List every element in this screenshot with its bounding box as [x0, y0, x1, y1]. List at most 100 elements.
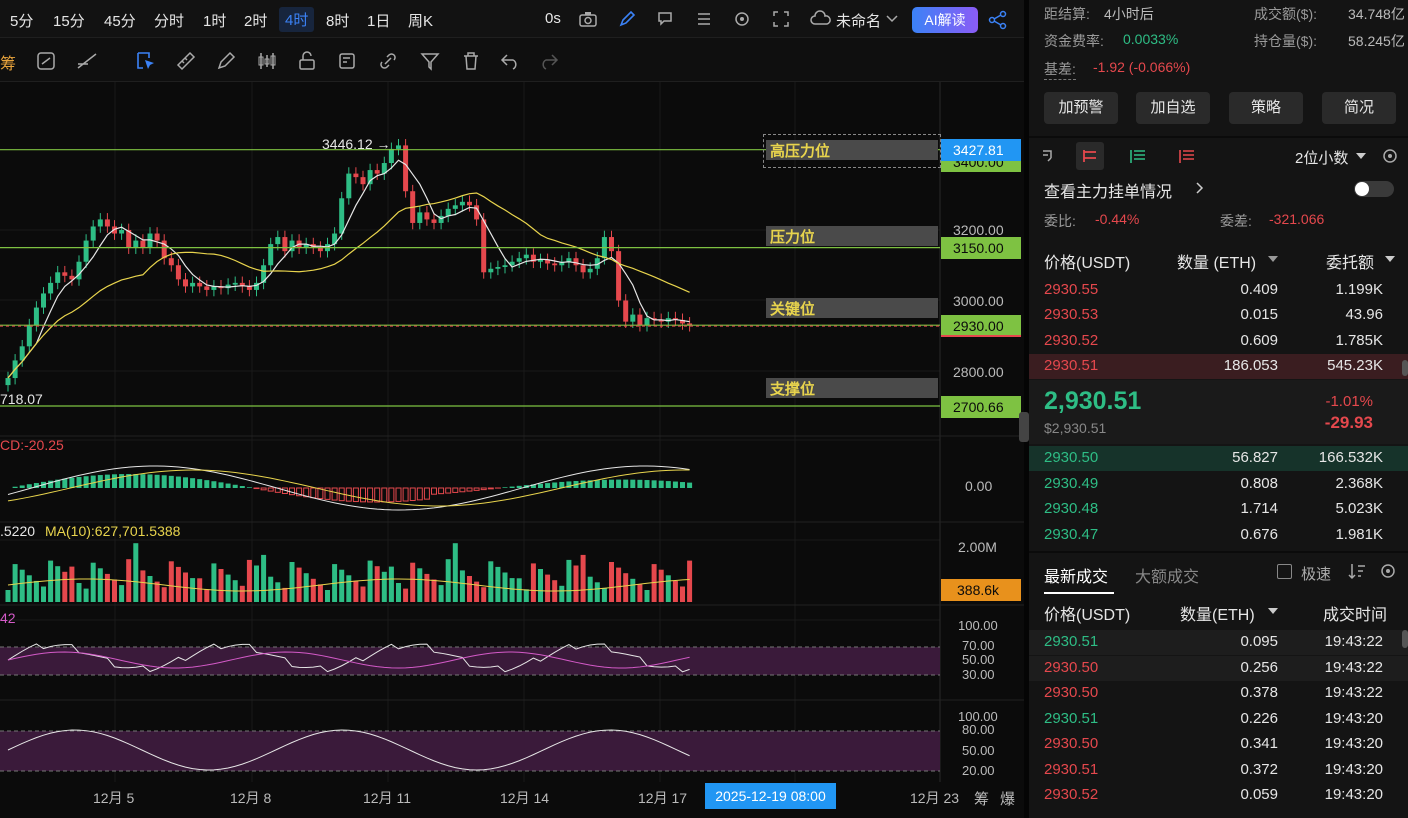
- link-icon[interactable]: [377, 50, 399, 72]
- fast-checkbox[interactable]: [1277, 564, 1292, 579]
- brush-icon[interactable]: [215, 50, 237, 72]
- candle-body: [175, 265, 181, 280]
- book-bids-icon[interactable]: [1128, 146, 1148, 166]
- chevron-down-icon[interactable]: [886, 14, 898, 24]
- panel-divider[interactable]: [1024, 0, 1029, 818]
- book-both-icon[interactable]: [1039, 146, 1059, 166]
- bid-row[interactable]: 2930.48 1.714 5.023K: [1029, 497, 1408, 522]
- volume-bar: [665, 575, 671, 602]
- chip-toggle[interactable]: 筹: [974, 791, 990, 808]
- separator: [1029, 551, 1408, 553]
- macd-bar: [204, 480, 210, 488]
- high-pressure-zone[interactable]: [763, 134, 941, 168]
- high-pressure-label[interactable]: 高压力位: [766, 140, 938, 160]
- book-default-button[interactable]: [1076, 142, 1104, 170]
- sort-icon[interactable]: [1348, 562, 1366, 580]
- add-watchlist-button[interactable]: 加自选: [1136, 92, 1210, 124]
- settings-icon[interactable]: [733, 10, 751, 28]
- tf-4h[interactable]: 4时: [279, 7, 315, 32]
- candle-body: [19, 346, 25, 361]
- comment-icon[interactable]: [656, 10, 674, 28]
- macd-bar: [658, 480, 664, 488]
- col-total-header[interactable]: 委托额: [1326, 255, 1375, 272]
- tf-timeline[interactable]: 分时: [154, 13, 185, 30]
- share-icon[interactable]: [988, 10, 1008, 30]
- overview-button[interactable]: 简况: [1322, 92, 1396, 124]
- trades-scrollbar[interactable]: [1402, 630, 1408, 648]
- book-scrollbar[interactable]: [1402, 360, 1408, 376]
- basis-label[interactable]: 基差:: [1044, 59, 1076, 80]
- undo-icon[interactable]: [499, 50, 521, 72]
- fullscreen-icon[interactable]: [772, 10, 790, 28]
- ask-row[interactable]: 2930.53 0.015 43.96: [1029, 303, 1408, 328]
- candle-body: [417, 212, 423, 223]
- main-orders-link[interactable]: 查看主力挂单情况: [1044, 184, 1173, 201]
- list-icon[interactable]: [695, 10, 713, 28]
- layout-name[interactable]: 未命名: [836, 13, 882, 30]
- cursor-select-icon[interactable]: [135, 50, 157, 72]
- kdj-panel: [0, 729, 940, 772]
- ask-row[interactable]: 2930.55 0.409 1.199K: [1029, 278, 1408, 303]
- chip-label[interactable]: 筹: [0, 56, 17, 73]
- liquidation-toggle[interactable]: 爆: [1000, 791, 1016, 808]
- lock-icon[interactable]: [296, 50, 318, 72]
- chevron-right-icon[interactable]: [1195, 181, 1205, 195]
- tab-large-trades[interactable]: 大额成交: [1135, 569, 1200, 586]
- redo-icon[interactable]: [538, 50, 560, 72]
- tf-1d[interactable]: 1日: [367, 13, 391, 30]
- magnet-icon[interactable]: [35, 50, 57, 72]
- macd-bar: [90, 475, 96, 488]
- caret-down-icon[interactable]: [1385, 256, 1395, 264]
- key-level-label[interactable]: 关键位: [766, 298, 938, 318]
- candle-body: [424, 212, 430, 220]
- volume-bar: [360, 586, 366, 602]
- tf-5m[interactable]: 5分: [10, 13, 34, 30]
- macd-bar: [637, 479, 643, 488]
- tf-2h[interactable]: 2时: [244, 13, 268, 30]
- col-qty-header[interactable]: 数量 (ETH): [1177, 255, 1257, 272]
- ai-interpret-button[interactable]: AI解读: [912, 7, 978, 33]
- tf-8h[interactable]: 8时: [326, 13, 350, 30]
- main-orders-toggle[interactable]: [1354, 181, 1394, 197]
- turnover-value: 34.748亿: [1348, 6, 1405, 22]
- caret-down-icon[interactable]: [1268, 256, 1278, 264]
- macd-line: [7, 465, 690, 511]
- seconds-toggle[interactable]: 0s: [545, 10, 561, 27]
- candles-icon[interactable]: [256, 50, 278, 72]
- decimals-select[interactable]: 2位小数: [1295, 150, 1349, 167]
- ask-row[interactable]: 2930.52 0.609 1.785K: [1029, 329, 1408, 354]
- bid-row[interactable]: 2930.47 0.676 1.981K: [1029, 523, 1408, 548]
- support-label[interactable]: 支撑位: [766, 378, 938, 398]
- candle-body: [69, 275, 75, 280]
- tf-1h[interactable]: 1时: [203, 13, 227, 30]
- strategy-button[interactable]: 策略: [1229, 92, 1303, 124]
- cloud-icon[interactable]: [810, 10, 832, 28]
- volume-bar: [630, 578, 636, 602]
- camera-icon[interactable]: [578, 10, 598, 28]
- book-asks-icon[interactable]: [1177, 146, 1197, 166]
- pressure-label[interactable]: 压力位: [766, 226, 938, 246]
- edit-note-icon[interactable]: [337, 50, 359, 72]
- tf-1w[interactable]: 周K: [408, 13, 434, 30]
- bid-row[interactable]: 2930.50 56.827 166.532K: [1029, 446, 1408, 471]
- add-alert-button[interactable]: 加预警: [1044, 92, 1118, 124]
- caret-down-icon[interactable]: [1356, 153, 1366, 161]
- pen-icon[interactable]: [618, 10, 636, 28]
- tab-latest-trades[interactable]: 最新成交: [1044, 569, 1109, 586]
- tf-15m[interactable]: 15分: [53, 13, 85, 30]
- ask-row[interactable]: 2930.51 186.053 545.23K: [1029, 354, 1408, 379]
- trades-col-qty[interactable]: 数量(ETH): [1180, 607, 1255, 624]
- ruler-icon[interactable]: [175, 50, 197, 72]
- bid-row[interactable]: 2930.49 0.808 2.368K: [1029, 472, 1408, 497]
- trendline-icon[interactable]: [76, 50, 98, 72]
- volume-bar: [204, 589, 210, 602]
- trash-icon[interactable]: [460, 50, 482, 72]
- tf-45m[interactable]: 45分: [104, 13, 136, 30]
- macd-bar: [133, 474, 139, 488]
- filter-icon[interactable]: [419, 50, 441, 72]
- gear-icon[interactable]: [1380, 146, 1400, 166]
- collapse-handle[interactable]: [1019, 412, 1029, 442]
- price-chart[interactable]: [0, 82, 1024, 782]
- gear-icon[interactable]: [1379, 562, 1397, 580]
- caret-down-icon[interactable]: [1268, 608, 1278, 616]
